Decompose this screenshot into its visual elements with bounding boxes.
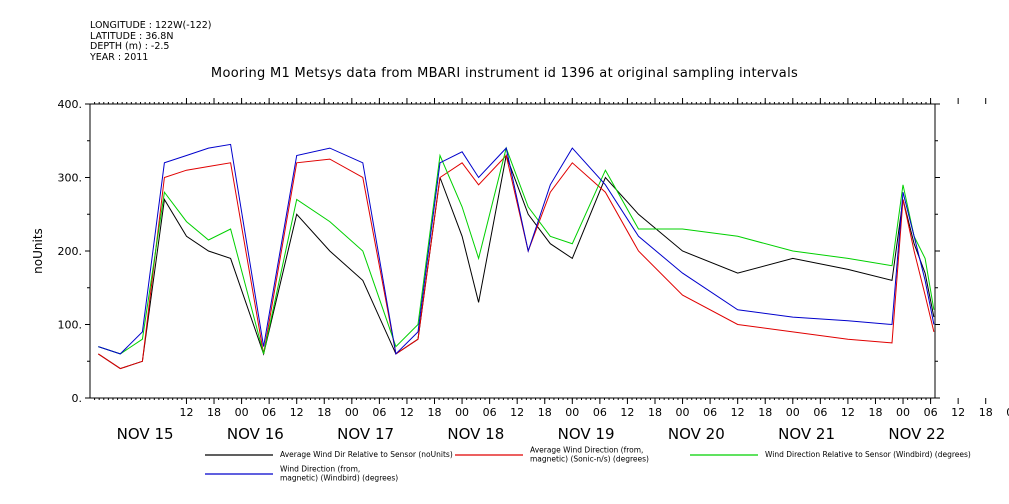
x-tick-label: 18 xyxy=(979,406,993,419)
x-tick-label: 12 xyxy=(400,406,414,419)
x-tick-label: 00 xyxy=(1006,406,1009,419)
plot-frame xyxy=(89,103,936,399)
x-tick-label: 06 xyxy=(372,406,386,419)
x-tick-label: 06 xyxy=(593,406,607,419)
x-tick-label: 12 xyxy=(731,406,745,419)
x-day-label: NOV 22 xyxy=(888,425,945,443)
x-tick-label: 18 xyxy=(538,406,552,419)
chart-title: Mooring M1 Metsys data from MBARI instru… xyxy=(210,66,799,81)
x-tick-label: 18 xyxy=(207,406,221,419)
metadata-block: LONGITUDE : 122W(-122) LATITUDE : 36.8N … xyxy=(90,20,212,63)
x-tick-label: 18 xyxy=(428,406,442,419)
x-tick-label: 06 xyxy=(483,406,497,419)
y-tick-label: 300. xyxy=(58,172,83,185)
series-line-3 xyxy=(98,143,935,355)
legend-label: magnetic) (Windbird) (degrees) xyxy=(280,474,398,483)
x-day-label: NOV 15 xyxy=(117,425,174,443)
y-tick-label: 400. xyxy=(58,98,83,111)
x-tick-label: 12 xyxy=(951,406,965,419)
legend-label: Wind Direction Relative to Sensor (Windb… xyxy=(765,450,971,459)
x-tick-label: 18 xyxy=(648,406,662,419)
meta-latitude: LATITUDE : 36.8N xyxy=(90,30,174,42)
x-tick-label: 12 xyxy=(620,406,634,419)
x-tick-label: 18 xyxy=(317,406,331,419)
legend-label: magnetic) (Sonic-n/s) (degrees) xyxy=(530,455,649,464)
legend-label: Wind Direction (from, xyxy=(280,465,360,474)
y-axis-label: noUnits xyxy=(31,228,45,274)
x-day-label: NOV 18 xyxy=(447,425,504,443)
x-tick-label: 06 xyxy=(262,406,276,419)
x-tick-label: 06 xyxy=(703,406,717,419)
series-line-0 xyxy=(98,153,935,370)
x-day-label: NOV 17 xyxy=(337,425,394,443)
y-tick-label: 200. xyxy=(58,245,83,258)
series-line-1 xyxy=(98,154,935,370)
x-tick-label: 00 xyxy=(676,406,690,419)
x-tick-label: 00 xyxy=(565,406,579,419)
x-tick-label: 12 xyxy=(290,406,304,419)
x-tick-label: 18 xyxy=(758,406,772,419)
x-tick-label: 06 xyxy=(924,406,938,419)
legend-label: Average Wind Direction (from, xyxy=(530,446,643,455)
x-tick-label: 18 xyxy=(868,406,882,419)
x-tick-label: 12 xyxy=(841,406,855,419)
legend-label: Average Wind Dir Relative to Sensor (noU… xyxy=(280,450,453,459)
x-tick-label: 06 xyxy=(813,406,827,419)
x-tick-label: 00 xyxy=(455,406,469,419)
x-day-label: NOV 21 xyxy=(778,425,835,443)
x-tick-label: 00 xyxy=(345,406,359,419)
x-tick-label: 12 xyxy=(179,406,193,419)
x-tick-label: 12 xyxy=(510,406,524,419)
y-tick-label: 0. xyxy=(72,392,83,405)
meta-depth: DEPTH (m) : -2.5 xyxy=(90,41,170,52)
x-day-label: NOV 16 xyxy=(227,425,284,443)
y-tick-label: 100. xyxy=(58,319,83,332)
series-line-2 xyxy=(98,146,935,355)
meta-longitude: LONGITUDE : 122W(-122) xyxy=(90,20,212,31)
x-tick-label: 00 xyxy=(235,406,249,419)
meta-year: YEAR : 2011 xyxy=(90,51,149,63)
x-tick-label: 00 xyxy=(786,406,800,419)
x-day-label: NOV 19 xyxy=(558,425,615,443)
x-tick-label: 00 xyxy=(896,406,910,419)
x-day-label: NOV 20 xyxy=(668,425,725,443)
